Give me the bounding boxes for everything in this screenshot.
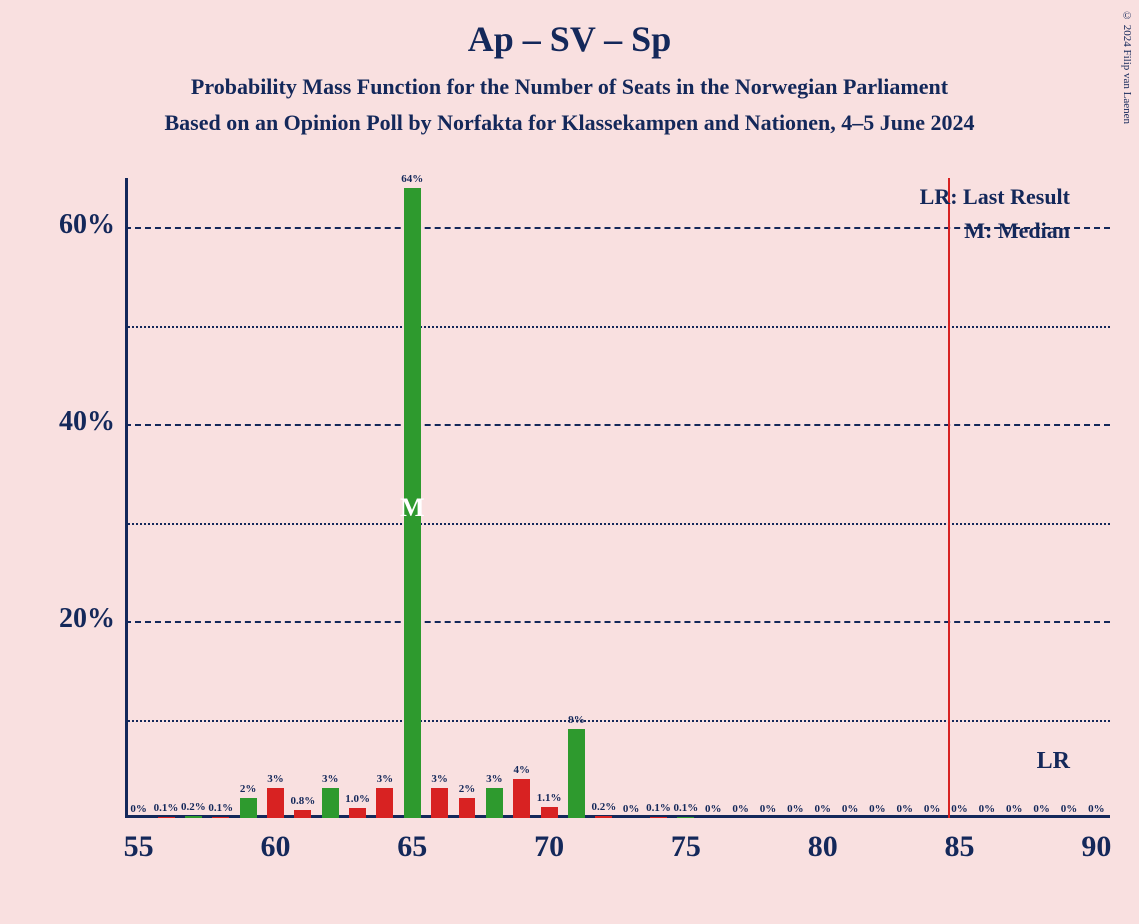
bar <box>650 817 667 818</box>
bar <box>568 729 585 818</box>
bar-value-label: 9% <box>568 714 585 726</box>
y-tick-label: 60% <box>40 209 115 241</box>
bar-value-label: 0% <box>951 803 968 815</box>
bar-value-label: 0% <box>705 803 722 815</box>
bar-value-label: 0% <box>787 803 804 815</box>
x-tick-label: 75 <box>671 830 701 864</box>
bar-value-label: 1.1% <box>537 792 562 804</box>
bar <box>595 816 612 818</box>
bar-value-label: 0% <box>1033 803 1050 815</box>
bar <box>158 817 175 818</box>
bar-value-label: 1.0% <box>345 793 370 805</box>
bar-value-label: 0% <box>869 803 886 815</box>
bar-value-label: 2% <box>240 783 257 795</box>
bar <box>349 808 366 818</box>
bar <box>431 788 448 818</box>
bar-value-label: 3% <box>431 773 448 785</box>
bar-value-label: 0% <box>1061 803 1078 815</box>
bar-value-label: 0% <box>979 803 996 815</box>
bar-value-label: 3% <box>486 773 503 785</box>
lr-reference-line <box>948 178 950 818</box>
y-tick-label: 40% <box>40 406 115 438</box>
x-tick-label: 85 <box>945 830 975 864</box>
bar-value-label: 0% <box>130 803 147 815</box>
bar-value-label: 0.1% <box>674 802 699 814</box>
plot-area: 0%0.1%0.2%0.1%2%3%0.8%3%1.0%3%64%3%2%3%4… <box>125 178 1110 818</box>
bar-value-label: 64% <box>401 173 423 185</box>
bar <box>322 788 339 818</box>
x-tick-label: 70 <box>534 830 564 864</box>
chart-subtitle-2: Based on an Opinion Poll by Norfakta for… <box>0 110 1139 136</box>
x-tick-label: 55 <box>124 830 154 864</box>
bar <box>240 798 257 818</box>
bar-value-label: 0% <box>1088 803 1105 815</box>
bar <box>459 798 476 818</box>
bar-value-label: 0% <box>732 803 749 815</box>
bar <box>486 788 503 818</box>
bar-value-label: 0% <box>760 803 777 815</box>
bar-value-label: 0.2% <box>591 801 616 813</box>
bar-value-label: 0% <box>897 803 914 815</box>
bar-value-label: 4% <box>513 764 530 776</box>
bar-value-label: 0.8% <box>290 795 315 807</box>
bar-value-label: 0.2% <box>181 801 206 813</box>
bar-value-label: 0% <box>924 803 941 815</box>
bar <box>294 810 311 818</box>
bar-value-label: 0% <box>814 803 831 815</box>
bar <box>212 817 229 818</box>
copyright-text: © 2024 Filip van Laenen <box>1121 10 1133 124</box>
bar <box>185 816 202 818</box>
x-tick-label: 90 <box>1081 830 1111 864</box>
x-tick-label: 65 <box>397 830 427 864</box>
x-tick-label: 60 <box>260 830 290 864</box>
x-tick-label: 80 <box>808 830 838 864</box>
bar-value-label: 0.1% <box>646 802 671 814</box>
bar-value-label: 3% <box>377 773 394 785</box>
bar <box>513 779 530 818</box>
bar <box>541 807 558 818</box>
chart-title: Ap – SV – Sp <box>0 0 1139 60</box>
legend-lr: LR: Last Result <box>920 184 1070 210</box>
bar-value-label: 3% <box>267 773 284 785</box>
y-tick-label: 20% <box>40 603 115 635</box>
chart-container: 20%40%60% 0%0.1%0.2%0.1%2%3%0.8%3%1.0%3%… <box>40 178 1110 888</box>
bar-value-label: 0% <box>842 803 859 815</box>
bar-value-label: 0% <box>623 803 640 815</box>
bar <box>376 788 393 818</box>
bar-value-label: 0.1% <box>154 802 179 814</box>
bar-value-label: 2% <box>459 783 476 795</box>
bar <box>677 817 694 818</box>
median-marker: M <box>400 493 425 523</box>
bar <box>267 788 284 818</box>
chart-subtitle-1: Probability Mass Function for the Number… <box>0 74 1139 100</box>
bar-value-label: 3% <box>322 773 339 785</box>
lr-tick-label: LR <box>1037 748 1070 775</box>
legend-m: M: Median <box>964 218 1070 244</box>
bar-value-label: 0% <box>1006 803 1023 815</box>
bar-value-label: 0.1% <box>208 802 233 814</box>
